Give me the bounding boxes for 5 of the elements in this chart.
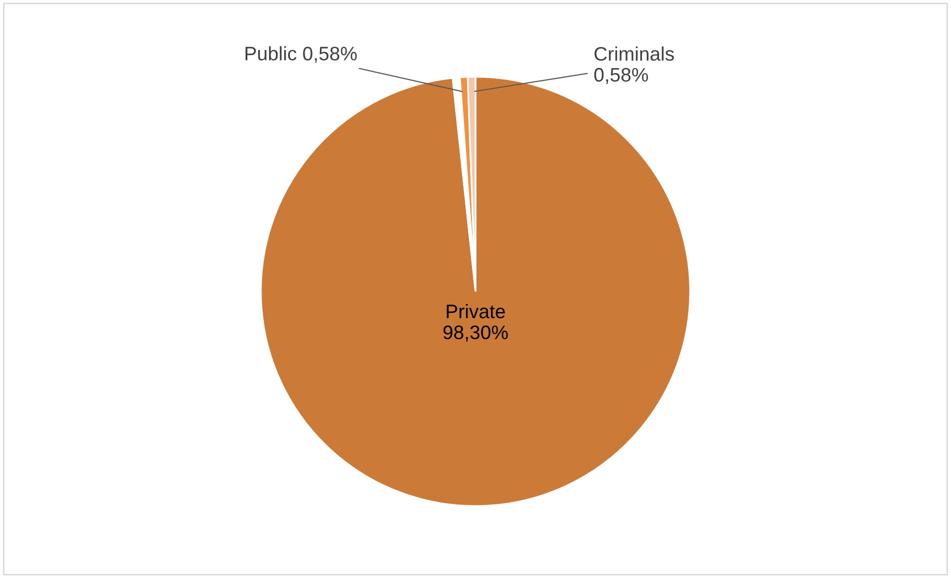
slice-label: Criminals: [594, 46, 674, 61]
data-label: 98,30%: [443, 326, 508, 342]
data-label: 0,58%: [594, 68, 648, 84]
slice-label: Public 0,58%: [246, 46, 357, 63]
slice-label: Private: [446, 304, 505, 318]
